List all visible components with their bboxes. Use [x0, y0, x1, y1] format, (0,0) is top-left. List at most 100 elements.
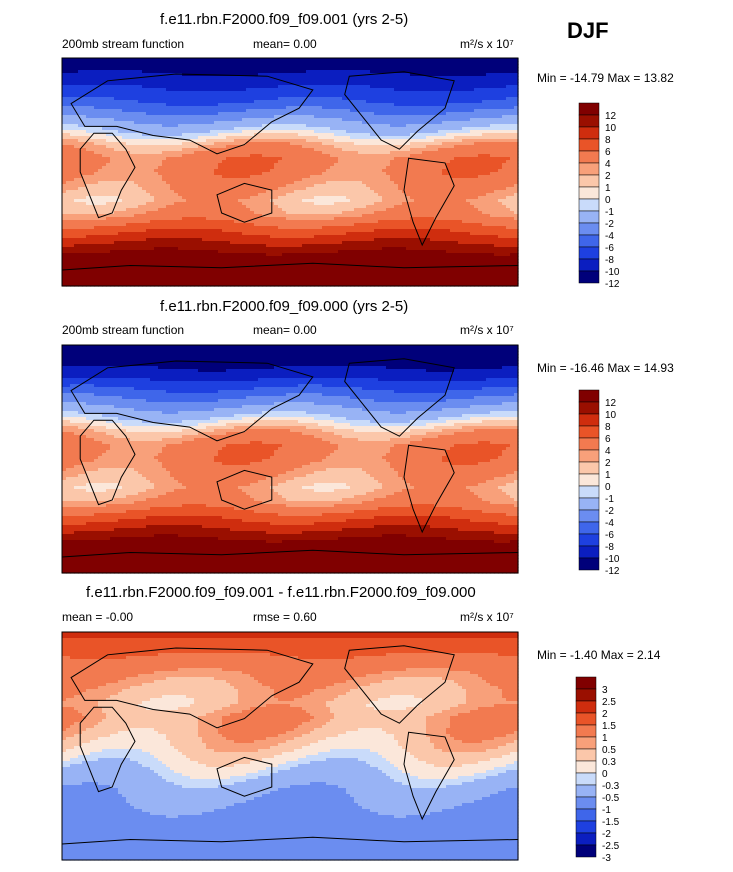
- colorbar-tick-label: -6: [605, 530, 614, 541]
- colorbar-swatch: [578, 102, 600, 116]
- colorbar-swatch: [575, 772, 597, 786]
- colorbar-swatch: [575, 676, 597, 690]
- panel3-colorbar: 32.521.510.50.30-0.3-0.5-1-1.5-2-2.5-3: [575, 676, 620, 864]
- colorbar-tick-label: 12: [605, 111, 617, 122]
- panel2-units: m²/s x 10⁷: [460, 323, 514, 337]
- colorbar-swatch: [575, 784, 597, 798]
- colorbar-tick-label: 8: [605, 422, 611, 433]
- panel2-mean: mean= 0.00: [253, 323, 317, 337]
- colorbar-tick-label: 1: [605, 183, 611, 194]
- panel3-title: f.e11.rbn.F2000.f09_f09.001 - f.e11.rbn.…: [86, 584, 476, 601]
- colorbar-swatch: [578, 270, 600, 284]
- colorbar-tick-label: 10: [605, 123, 617, 134]
- colorbar-tick-label: -1: [605, 494, 614, 505]
- colorbar-tick-label: -2.5: [602, 841, 620, 852]
- colorbar-tick-label: -3: [602, 853, 611, 864]
- panel2-minmax: Min = -16.46 Max = 14.93: [537, 361, 674, 375]
- colorbar-tick-label: 3: [602, 685, 608, 696]
- colorbar-swatch: [575, 748, 597, 762]
- colorbar-tick-label: 1: [605, 470, 611, 481]
- colorbar-tick-label: 1.5: [602, 721, 616, 732]
- colorbar-tick-label: -12: [605, 279, 620, 290]
- colorbar-tick-label: -8: [605, 255, 614, 266]
- panel3-minmax: Min = -1.40 Max = 2.14: [537, 648, 660, 662]
- colorbar-swatch: [578, 138, 600, 152]
- colorbar-swatch: [578, 222, 600, 236]
- colorbar-swatch: [575, 688, 597, 702]
- colorbar-swatch: [578, 198, 600, 212]
- colorbar-tick-label: -2: [605, 219, 614, 230]
- colorbar-swatch: [575, 820, 597, 834]
- panel2-left-label: 200mb stream function: [62, 323, 184, 337]
- colorbar-swatch: [578, 210, 600, 224]
- colorbar-tick-label: 2: [605, 171, 611, 182]
- colorbar-swatch: [578, 557, 600, 571]
- colorbar-tick-label: -1: [605, 207, 614, 218]
- colorbar-tick-label: 2: [602, 709, 608, 720]
- colorbar-swatch: [578, 150, 600, 164]
- colorbar-swatch: [578, 437, 600, 451]
- colorbar-tick-label: -1: [602, 805, 611, 816]
- colorbar-swatch: [578, 497, 600, 511]
- panel2-map: [61, 344, 519, 574]
- panel1-title: f.e11.rbn.F2000.f09_f09.001 (yrs 2-5): [160, 11, 408, 28]
- colorbar-swatch: [578, 473, 600, 487]
- colorbar-tick-label: 10: [605, 410, 617, 421]
- colorbar-swatch: [575, 700, 597, 714]
- colorbar-swatch: [578, 246, 600, 260]
- colorbar-tick-label: 0.5: [602, 745, 616, 756]
- colorbar-tick-label: 6: [605, 434, 611, 445]
- colorbar-swatch: [578, 413, 600, 427]
- colorbar-tick-label: 8: [605, 135, 611, 146]
- colorbar-tick-label: -12: [605, 566, 620, 577]
- colorbar-swatch: [578, 533, 600, 547]
- colorbar-swatch: [575, 736, 597, 750]
- colorbar-tick-label: -10: [605, 267, 620, 278]
- panel1-units: m²/s x 10⁷: [460, 37, 514, 51]
- colorbar-tick-label: 0: [605, 482, 611, 493]
- colorbar-swatch: [575, 832, 597, 846]
- season-label: DJF: [567, 18, 609, 44]
- colorbar-swatch: [575, 796, 597, 810]
- colorbar-swatch: [578, 258, 600, 272]
- panel1-minmax: Min = -14.79 Max = 13.82: [537, 71, 674, 85]
- colorbar-swatch: [578, 162, 600, 176]
- colorbar-swatch: [578, 186, 600, 200]
- colorbar-tick-label: -10: [605, 554, 620, 565]
- colorbar-swatch: [578, 509, 600, 523]
- colorbar-tick-label: -4: [605, 518, 614, 529]
- colorbar-swatch: [578, 126, 600, 140]
- colorbar-swatch: [578, 114, 600, 128]
- colorbar-swatch: [578, 174, 600, 188]
- colorbar-tick-label: -6: [605, 243, 614, 254]
- panel1-map: [61, 57, 519, 287]
- panel3-map: [61, 631, 519, 861]
- colorbar-swatch: [575, 808, 597, 822]
- colorbar-tick-label: 4: [605, 446, 611, 457]
- colorbar-swatch: [578, 449, 600, 463]
- colorbar-swatch: [578, 545, 600, 559]
- colorbar-swatch: [578, 401, 600, 415]
- colorbar-tick-label: 0: [602, 769, 608, 780]
- colorbar-tick-label: 4: [605, 159, 611, 170]
- colorbar-tick-label: 6: [605, 147, 611, 158]
- colorbar-swatch: [578, 425, 600, 439]
- panel2-title: f.e11.rbn.F2000.f09_f09.000 (yrs 2-5): [160, 298, 408, 315]
- colorbar-tick-label: -0.5: [602, 793, 620, 804]
- colorbar-tick-label: 0.3: [602, 757, 616, 768]
- colorbar-tick-label: 2: [605, 458, 611, 469]
- colorbar-tick-label: -8: [605, 542, 614, 553]
- colorbar-tick-label: 12: [605, 398, 617, 409]
- colorbar-swatch: [575, 724, 597, 738]
- panel3-left-label: mean = -0.00: [62, 610, 133, 624]
- colorbar-tick-label: 1: [602, 733, 608, 744]
- panel1-mean: mean= 0.00: [253, 37, 317, 51]
- colorbar-tick-label: -1.5: [602, 817, 620, 828]
- panel3-units: m²/s x 10⁷: [460, 610, 514, 624]
- colorbar-tick-label: 2.5: [602, 697, 616, 708]
- panel3-rmse: rmse = 0.60: [253, 610, 317, 624]
- colorbar-swatch: [575, 760, 597, 774]
- colorbar-swatch: [578, 521, 600, 535]
